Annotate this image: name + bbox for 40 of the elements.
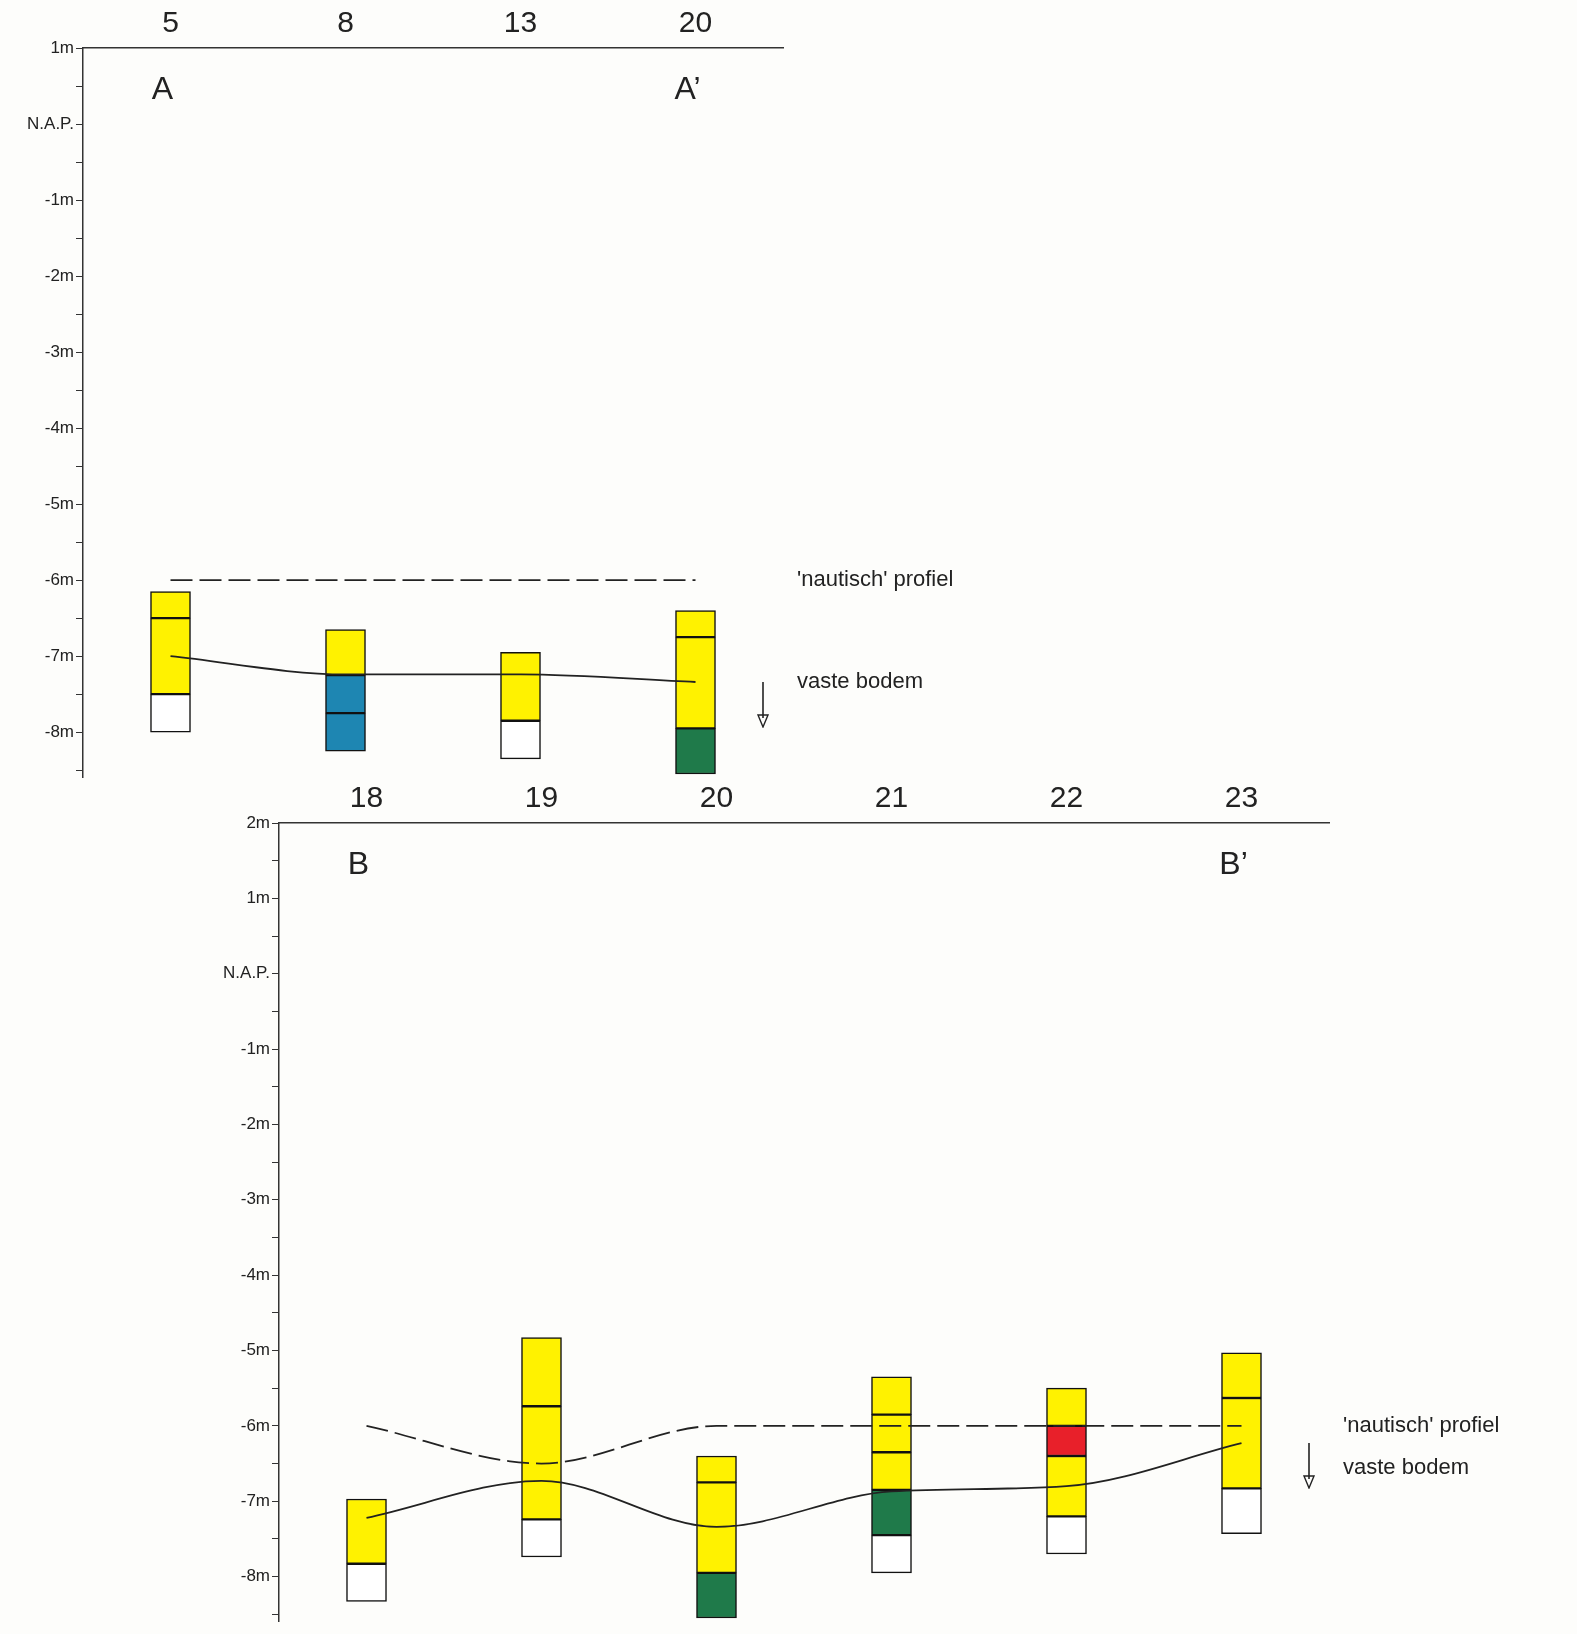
y-tick-label: N.A.P. (223, 963, 270, 983)
x-tick-label: 20 (699, 780, 734, 814)
y-tick-label: -6m (240, 1415, 270, 1435)
y-tick-label: -6m (44, 569, 74, 589)
y-tick-label: -1m (44, 189, 74, 209)
y-tick-label: -5m (240, 1340, 270, 1360)
text: 'nautisch' profiel (797, 566, 954, 592)
y-tick-label: -8m (240, 1566, 270, 1586)
y-tick-label: 1m (246, 888, 270, 908)
x-tick-label: 5 (162, 5, 179, 39)
annotation: A (151, 69, 174, 106)
y-tick-label: -5m (44, 493, 74, 513)
x-tick-label: 22 (1049, 780, 1084, 814)
x-tick-label: 8 (337, 5, 354, 39)
x-tick-label: 20 (678, 5, 713, 39)
x-tick-label: 23 (1224, 780, 1259, 814)
annotation: B (347, 844, 370, 881)
y-tick-label: 2m (246, 812, 270, 832)
y-tick-label: N.A.P. (27, 113, 74, 133)
x-tick-label: 13 (503, 5, 538, 39)
x-tick-label: 19 (524, 780, 559, 814)
y-tick-label: -1m (240, 1038, 270, 1058)
y-tick-label: -8m (44, 721, 74, 741)
y-tick-label: -7m (44, 645, 74, 665)
y-tick-label: -3m (44, 341, 74, 361)
y-tick-label: -3m (240, 1189, 270, 1209)
legend-label: vaste bodem (1343, 1453, 1469, 1479)
x-tick-label: 18 (349, 780, 384, 814)
line-series (365, 1442, 1243, 1528)
annotation: A’ (674, 69, 701, 106)
y-tick-label: -4m (240, 1264, 270, 1284)
y-tick-label: 1m (50, 37, 74, 57)
text: 'nautisch' profiel (1343, 1411, 1500, 1437)
y-tick-label: -4m (44, 417, 74, 437)
text: vaste bodem (797, 668, 923, 694)
annotation: B’ (1219, 844, 1248, 881)
y-tick-label: -2m (240, 1114, 270, 1134)
y-tick-label: -2m (44, 265, 74, 285)
x-tick-label: 21 (874, 780, 909, 814)
y-tick-label: -7m (240, 1490, 270, 1510)
